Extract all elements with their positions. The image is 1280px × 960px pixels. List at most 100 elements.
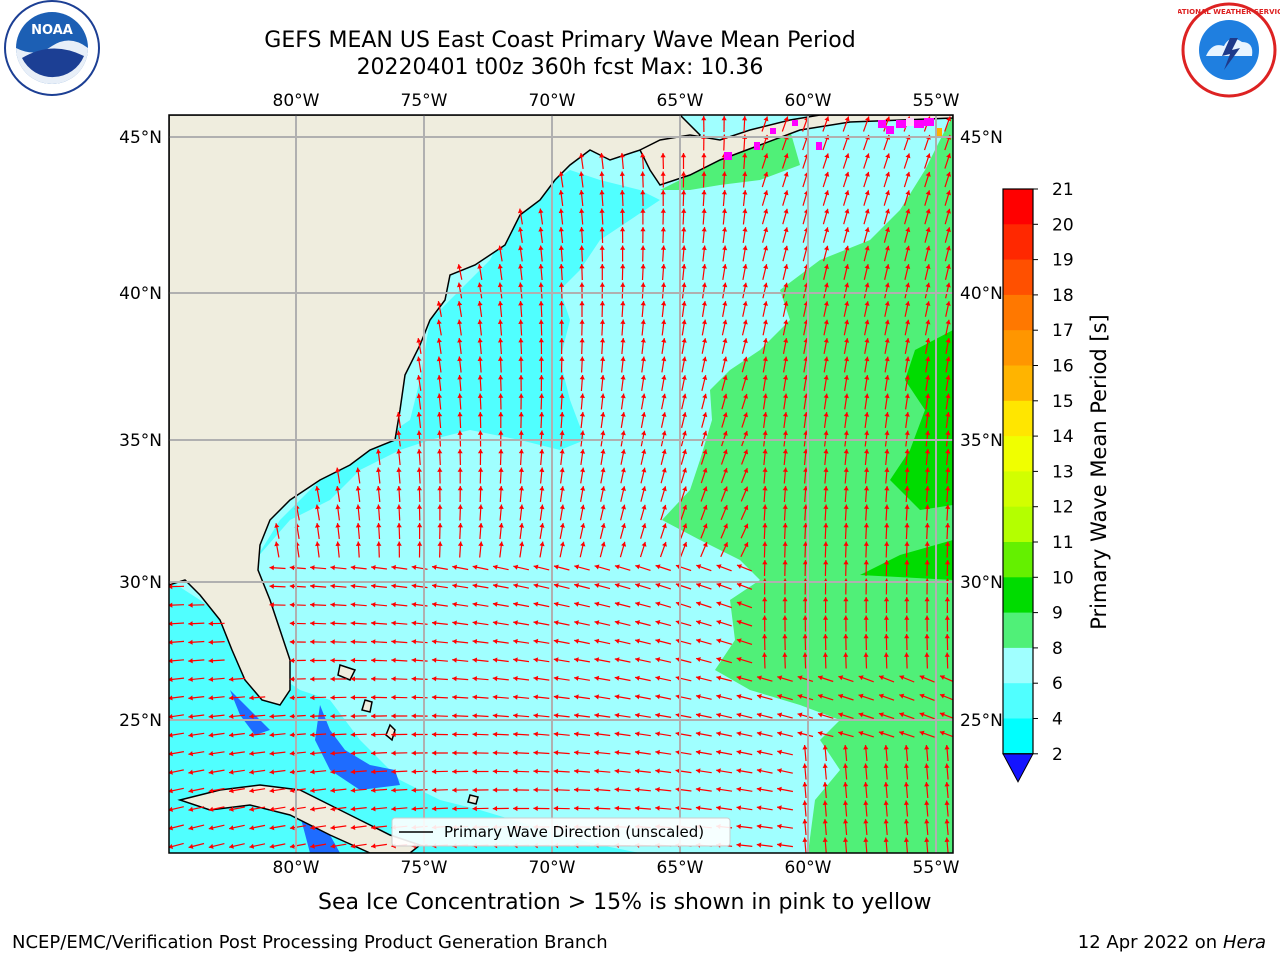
wave-arrow xyxy=(695,620,712,627)
wave-arrow xyxy=(513,713,530,719)
wave-arrow xyxy=(721,338,728,354)
wave-arrow xyxy=(716,582,732,590)
wave-arrow xyxy=(701,375,708,391)
wave-arrow xyxy=(350,769,367,775)
wave-arrow xyxy=(722,227,728,243)
wave-arrow xyxy=(355,541,361,558)
wave-arrow xyxy=(843,393,849,410)
wave-arrow xyxy=(330,565,347,571)
wave-arrow xyxy=(559,300,565,318)
wave-arrow xyxy=(863,522,869,540)
lat-label: 30°N xyxy=(960,573,1003,593)
wave-arrow xyxy=(472,787,489,793)
wave-arrow xyxy=(695,675,712,682)
wave-arrow xyxy=(777,712,793,719)
wave-arrow xyxy=(452,601,469,607)
wave-arrow xyxy=(762,412,768,428)
wave-arrow xyxy=(437,430,443,447)
wave-arrow xyxy=(756,712,773,719)
wave-arrow xyxy=(457,338,463,354)
wave-arrow xyxy=(660,504,667,521)
date-text: 12 Apr 2022 on Hera xyxy=(1078,932,1266,953)
wave-arrow xyxy=(315,541,321,558)
wave-arrow xyxy=(519,504,525,521)
wave-arrow xyxy=(736,564,753,572)
wave-arrow xyxy=(371,843,387,849)
wave-arrow xyxy=(741,412,748,428)
wave-arrow xyxy=(741,449,749,465)
wave-arrow xyxy=(330,620,347,626)
wave-arrow xyxy=(519,541,525,558)
wave-arrow xyxy=(863,818,869,836)
colorbar-tick-label: 19 xyxy=(1052,251,1074,271)
sea-ice-cell xyxy=(754,142,760,150)
wave-arrow xyxy=(681,226,687,244)
wave-arrow xyxy=(675,787,692,793)
wave-arrow xyxy=(599,504,606,521)
wave-arrow xyxy=(452,769,469,775)
wave-arrow xyxy=(289,806,306,812)
wave-arrow xyxy=(925,356,931,373)
wave-arrow xyxy=(802,615,808,632)
wave-arrow xyxy=(574,675,590,681)
lon-label: 75°W xyxy=(401,858,448,878)
wave-arrow xyxy=(594,750,611,756)
wave-arrow xyxy=(762,282,768,299)
wave-arrow xyxy=(594,787,611,793)
wave-arrow xyxy=(883,652,889,669)
wave-arrow xyxy=(823,504,829,521)
wave-arrow xyxy=(944,208,951,225)
wave-arrow xyxy=(391,657,408,663)
wave-arrow xyxy=(558,171,564,188)
sea-ice-note: Sea Ice Concentration > 15% is shown in … xyxy=(318,890,932,915)
wave-arrow xyxy=(492,657,509,663)
wave-arrow xyxy=(579,541,586,558)
wave-arrow xyxy=(477,337,483,355)
colorbar-segment xyxy=(1003,400,1033,437)
wave-arrow xyxy=(350,676,367,682)
wave-arrow xyxy=(472,806,489,812)
wave-arrow xyxy=(838,675,854,683)
wave-arrow xyxy=(904,633,910,651)
wave-arrow xyxy=(614,657,631,663)
colorbar-tick-label: 12 xyxy=(1052,498,1074,518)
wave-arrow xyxy=(904,301,911,317)
wave-arrow xyxy=(823,597,829,613)
wave-arrow xyxy=(681,412,687,428)
wave-arrow xyxy=(188,658,205,664)
wave-arrow xyxy=(497,264,503,280)
wave-arrow xyxy=(640,226,646,244)
wave-arrow xyxy=(477,282,483,299)
wave-arrow xyxy=(498,467,504,484)
wave-arrow xyxy=(472,676,489,682)
wave-arrow xyxy=(635,583,651,590)
wave-arrow xyxy=(843,744,849,762)
colorbar-tick-label: 13 xyxy=(1052,462,1074,482)
wave-arrow xyxy=(782,522,788,540)
wave-arrow xyxy=(539,467,545,484)
wave-arrow xyxy=(457,356,463,373)
wave-arrow xyxy=(335,541,341,558)
wave-arrow xyxy=(716,694,733,700)
wave-arrow xyxy=(599,319,605,336)
wave-arrow xyxy=(903,153,911,169)
wave-arrow xyxy=(919,675,935,683)
wave-arrow xyxy=(169,584,185,590)
date-prefix: 12 Apr 2022 on xyxy=(1077,932,1223,953)
wave-arrow xyxy=(416,375,422,391)
colorbar-tick-label: 10 xyxy=(1052,568,1074,588)
wave-arrow xyxy=(945,504,951,521)
wave-arrow xyxy=(620,319,626,336)
wave-arrow xyxy=(660,486,667,502)
wave-arrow xyxy=(431,713,448,719)
wave-arrow xyxy=(594,768,611,774)
wave-arrow xyxy=(843,837,849,853)
wave-arrow xyxy=(756,842,773,848)
wave-arrow xyxy=(578,153,584,169)
colorbar-tick-label: 9 xyxy=(1052,604,1063,624)
lon-label: 65°W xyxy=(657,858,704,878)
wave-arrow xyxy=(539,504,545,521)
wave-arrow xyxy=(539,486,545,502)
wave-arrow xyxy=(452,787,469,793)
wave-arrow xyxy=(761,190,769,206)
